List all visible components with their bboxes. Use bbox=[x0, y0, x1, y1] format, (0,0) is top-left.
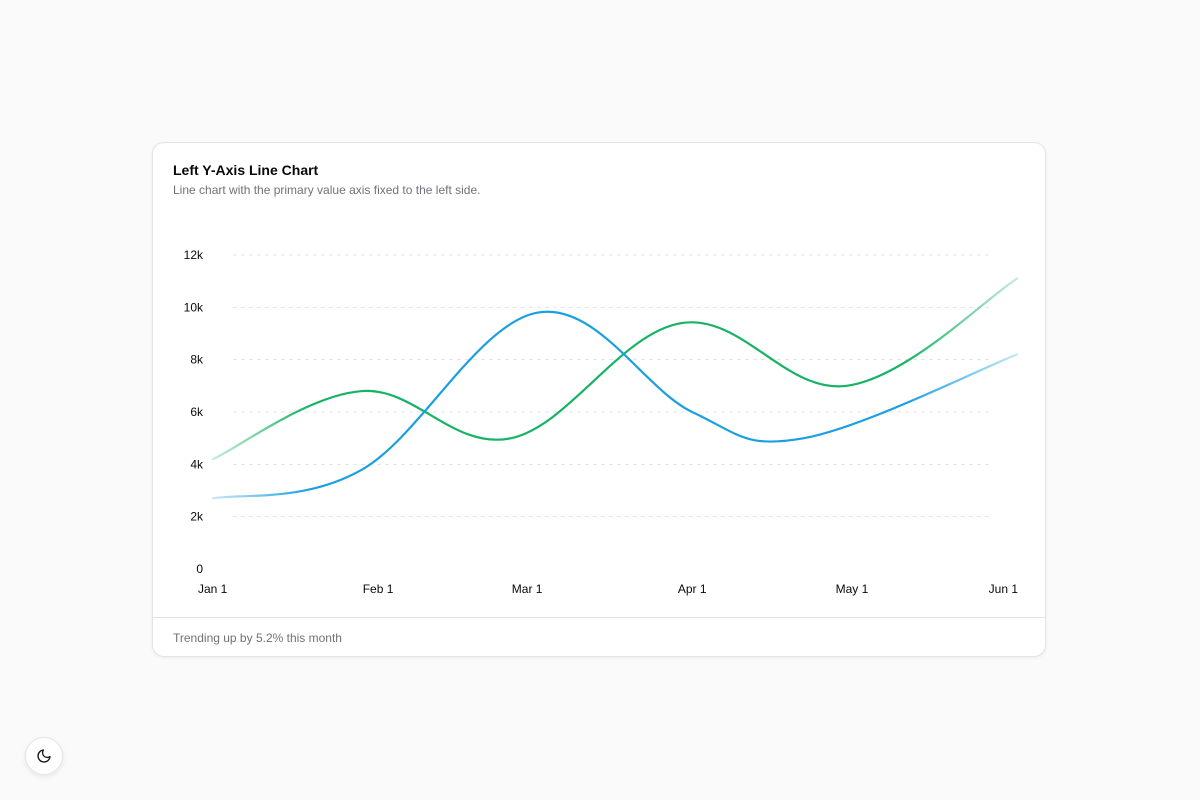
x-tick-label: Jun 1 bbox=[989, 582, 1019, 596]
y-tick-label: 10k bbox=[184, 300, 204, 314]
line-chart: 0 2k 4k 6k 8k 10k 12k Jan 1 Feb 1 Mar 1 Apr 1 May … bbox=[184, 248, 1019, 596]
chart-footer: Trending up by 5.2% this month bbox=[173, 631, 342, 645]
y-tick-label: 0 bbox=[196, 562, 203, 576]
y-tick-label: 6k bbox=[190, 405, 204, 419]
chart-title: Left Y-Axis Line Chart bbox=[173, 162, 319, 178]
chart-card: Left Y-Axis Line Chart Line chart with t… bbox=[152, 142, 1046, 657]
moon-icon bbox=[37, 749, 51, 763]
x-tick-label: Feb 1 bbox=[363, 582, 394, 596]
y-tick-label: 12k bbox=[184, 248, 204, 262]
series-line-2[interactable] bbox=[211, 310, 1019, 500]
series-line-1[interactable] bbox=[211, 277, 1019, 461]
y-tick-label: 2k bbox=[190, 510, 204, 524]
footer-divider bbox=[153, 617, 1045, 618]
chart-description: Line chart with the primary value axis f… bbox=[173, 183, 481, 197]
x-tick-label: Mar 1 bbox=[512, 582, 543, 596]
x-tick-label: May 1 bbox=[836, 582, 869, 596]
x-tick-label: Jan 1 bbox=[198, 582, 228, 596]
y-tick-label: 8k bbox=[190, 353, 204, 367]
theme-toggle-button[interactable] bbox=[25, 737, 63, 775]
y-tick-label: 4k bbox=[190, 457, 204, 471]
card-header: Left Y-Axis Line Chart Line chart with t… bbox=[173, 161, 480, 198]
x-tick-label: Apr 1 bbox=[678, 582, 707, 596]
